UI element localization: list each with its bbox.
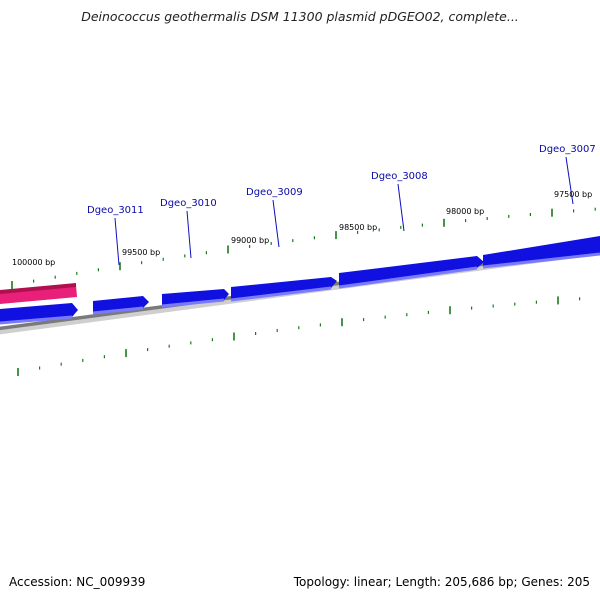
gene-arrow[interactable]	[162, 289, 229, 306]
axis-label-98500: 98500 bp	[339, 223, 377, 232]
axis-label-100000: 100000 bp	[12, 258, 55, 267]
gene-highlight-edge	[0, 283, 76, 294]
accession-text: Accession: NC_009939	[9, 575, 146, 589]
upper-tick-row	[11, 207, 596, 289]
gene-leader-line	[565, 156, 574, 205]
gene-highlight[interactable]	[0, 285, 77, 304]
gene-arrow-edge	[0, 252, 600, 325]
axis-label-97500: 97500 bp	[554, 190, 592, 199]
lower-tick-row	[17, 296, 581, 376]
map-title: Deinococcus geothermalis DSM 11300 plasm…	[81, 9, 519, 24]
gene-label-dgeo-3008[interactable]: Dgeo_3008	[371, 171, 428, 182]
gene-label-dgeo-3009[interactable]: Dgeo_3009	[246, 187, 303, 198]
gene-leader-line	[272, 199, 280, 248]
gene-arrow[interactable]	[483, 236, 600, 267]
axis-label-99000: 99000 bp	[231, 236, 269, 245]
gene-leader-line	[397, 183, 405, 232]
gene-arrow[interactable]	[231, 277, 337, 300]
gene-leader-line	[114, 217, 120, 266]
gene-arrow[interactable]	[339, 256, 484, 287]
gene-label-dgeo-3010[interactable]: Dgeo_3010	[160, 198, 217, 209]
topology-stats-text: Topology: linear; Length: 205,686 bp; Ge…	[293, 575, 590, 589]
gene-label-dgeo-3011[interactable]: Dgeo_3011	[87, 205, 144, 216]
gene-label-dgeo-3007[interactable]: Dgeo_3007	[539, 144, 596, 155]
gene-leader-line	[186, 210, 192, 259]
axis-label-99500: 99500 bp	[122, 248, 160, 257]
axis-label-98000: 98000 bp	[446, 207, 484, 216]
